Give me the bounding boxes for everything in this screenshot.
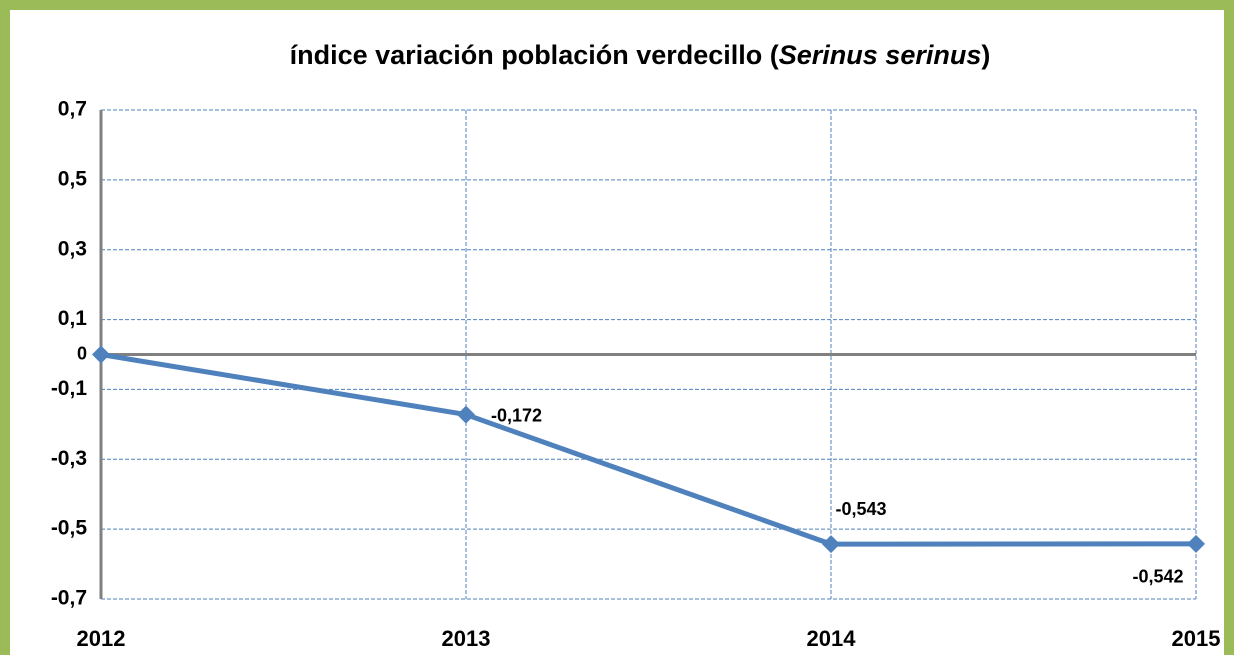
x-tick-label: 2015 (1172, 626, 1221, 651)
chart-title: índice variación población verdecillo (S… (290, 40, 991, 70)
title-part: ) (981, 40, 990, 70)
x-tick-label: 2014 (807, 626, 857, 651)
x-tick-label: 2012 (77, 626, 126, 651)
chart-background (10, 10, 1224, 655)
y-tick-label: 0,1 (58, 307, 88, 330)
data-label: -0,172 (491, 405, 542, 425)
title-part: índice variación población verdecillo ( (290, 40, 779, 70)
data-point (92, 345, 110, 364)
data-point (1187, 534, 1205, 553)
data-label: -0,543 (835, 499, 886, 519)
data-line (100, 352, 1197, 547)
y-tick-label: 0,3 (58, 237, 87, 260)
y-tick-label: -0,3 (51, 447, 87, 470)
data-point (822, 535, 840, 554)
y-tick-label: -0,1 (51, 377, 88, 400)
data-point (457, 405, 475, 424)
y-tick-label: -0,5 (51, 517, 88, 540)
y-tick-label: 0 (77, 343, 87, 363)
data-label: -0,542 (1132, 567, 1183, 587)
y-tick-label: 0,7 (58, 98, 87, 121)
x-tick-label: 2013 (442, 626, 491, 651)
y-tick-label: 0,5 (58, 167, 88, 190)
title-part: Serinus serinus (779, 40, 982, 70)
y-tick-label: -0,7 (51, 587, 87, 610)
